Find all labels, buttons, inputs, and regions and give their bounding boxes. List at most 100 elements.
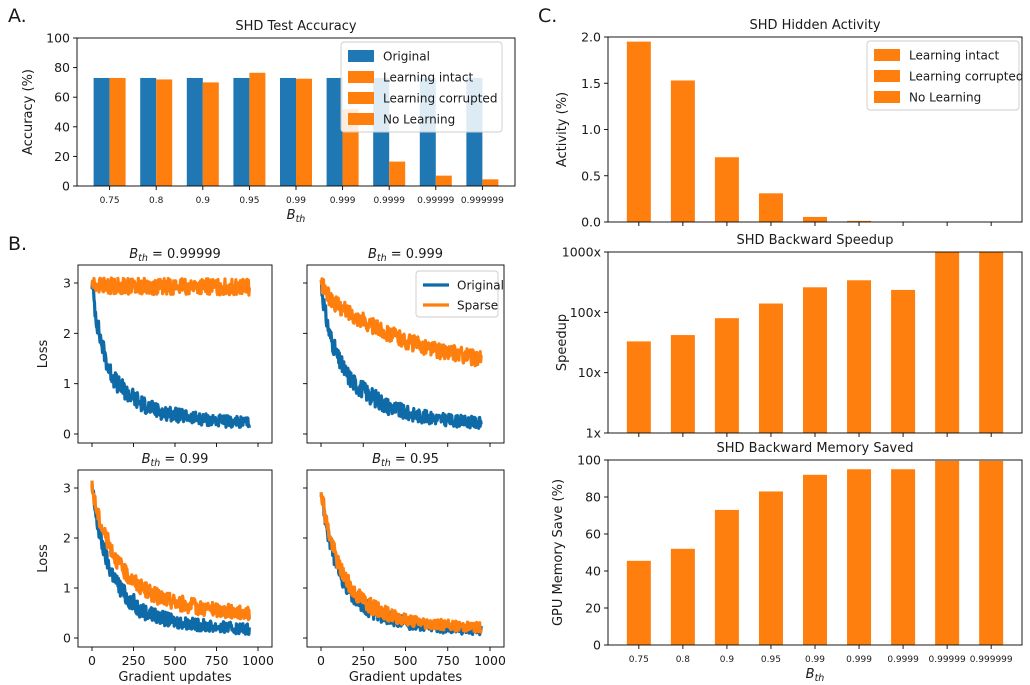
bar [935,460,960,645]
x-axis-label: Gradient updates [118,670,232,685]
legend-swatch [874,49,900,61]
bar [93,77,110,186]
legend-swatch [348,113,374,125]
x-tick-label: 750 [436,653,460,668]
bar [389,161,406,186]
bar [714,509,739,645]
legend-label: No Learning [909,91,981,105]
x-tick-label: 0.9 [196,196,211,206]
legend-swatch [348,50,374,62]
x-tick-label: 0.999 [846,655,872,665]
axes-frame [607,36,1023,223]
legend-label: Sparse [457,299,498,313]
bar [935,252,960,433]
x-tick-label: 0.99 [286,196,306,206]
y-tick-label: 0.5 [581,168,601,183]
x-tick-label: 0.8 [149,196,164,206]
y-tick-label: 100 [577,453,601,468]
y-tick-label: 0 [593,638,601,653]
y-tick-label: 60 [54,90,70,105]
bar [435,175,452,186]
y-axis-label: GPU Memory Save (%) [551,479,566,626]
bar [670,335,695,433]
x-tick-label: 0.99 [805,655,825,665]
y-tick-label: 3 [63,276,71,291]
chart-title: Bth = 0.999 [368,247,443,264]
x-axis-label: Bth [806,667,825,684]
x-tick-label: 500 [394,653,418,668]
y-tick-label: 2 [63,531,71,546]
legend-swatch [874,91,900,103]
legend-label: Original [383,50,430,64]
x-tick-label: 500 [163,653,187,668]
legend-label: Learning intact [383,71,474,85]
x-tick-label: 750 [205,653,229,668]
y-tick-label: 3 [63,481,71,496]
bar [891,469,916,645]
y-tick-label: 80 [585,490,601,505]
y-tick-label: 10x [578,365,601,380]
bar [202,82,219,186]
bar [186,77,203,186]
axes-frame [77,264,273,444]
legend-label: Original [457,279,504,293]
y-tick-label: 1 [63,581,71,596]
x-tick-label: 0.75 [629,655,649,665]
chart-title: SHD Hidden Activity [749,18,880,33]
bar [280,77,296,186]
y-axis-label: Loss [36,340,51,369]
bar [891,289,916,433]
loss-curve-original [319,493,483,637]
chart-loss-95: 0 250 500 750 1000 Bth = 0.95 Gradient updates [303,452,506,685]
y-tick-label: 0 [63,427,71,442]
y-tick-label: 100x [570,305,601,320]
loss-curve-sparse [319,277,483,368]
x-tick-label: 1000 [242,653,274,668]
y-tick-label: 1.5 [581,76,601,91]
chart-accuracy: 0.75 0.8 0.9 0.95 0.99 0.999 0.9999 0.99999 0.99… [21,19,516,225]
bar [626,341,651,433]
panel-letter-c: C. [538,5,557,27]
x-tick-label: 250 [122,653,146,668]
bar [626,41,651,222]
bar [758,193,783,222]
legend-label: Learning intact [909,49,1000,63]
plots: 0.75 0.8 0.9 0.95 0.99 0.999 0.9999 0.99999 0.99… [21,18,1023,685]
loss-curve-sparse [319,491,483,634]
x-tick-label: 0.75 [100,196,120,206]
bar [803,216,827,222]
y-axis-label: Activity (%) [555,92,570,167]
y-axis-label: Loss [36,544,51,573]
x-tick-label: 0.9999 [373,196,405,206]
legend-label: Learning corrupted [383,92,497,106]
chart-title: Bth = 0.95 [372,452,439,469]
legend-label: Learning corrupted [909,70,1023,84]
x-axis-label: Gradient updates [349,670,463,685]
bar [758,491,783,645]
axes-frame [77,469,273,648]
bar [296,78,312,186]
x-tick-label: 1000 [474,653,506,668]
chart-title: Bth = 0.99 [142,452,209,469]
bar [803,474,827,645]
legend-swatch [874,70,900,82]
axes-frame [607,459,1023,646]
bar [156,79,173,186]
bar [249,72,266,186]
x-tick-label: 0.9999 [887,655,919,665]
bar [758,303,783,433]
x-tick-label: 0.999999 [461,196,504,206]
legend-label: No Learning [383,113,455,127]
y-axis-label: Accuracy (%) [21,69,36,155]
chart-activity: 0.0 0.5 1.0 1.5 2.0 SHD Hidden Activity Activi… [555,18,1023,230]
x-tick-label: 0 [88,653,96,668]
x-tick-label: 0 [317,653,325,668]
y-tick-label: 80 [54,60,70,75]
chart-loss-99: 0 250 500 750 1000 0 1 2 3 Bth = 0.99 Loss Gradient… [36,452,274,685]
bar [847,220,872,222]
axes-frame [607,251,1023,434]
bar [847,280,872,433]
chart-title: SHD Backward Speedup [736,233,893,248]
axes-frame [306,469,505,648]
